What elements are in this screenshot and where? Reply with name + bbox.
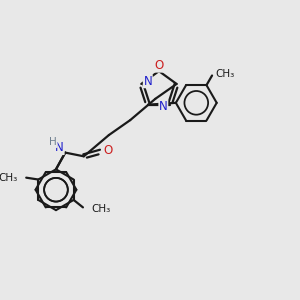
Text: CH₃: CH₃ bbox=[0, 173, 18, 183]
Text: N: N bbox=[143, 75, 152, 88]
Text: H: H bbox=[49, 137, 57, 147]
Text: N: N bbox=[55, 142, 64, 154]
Text: N: N bbox=[159, 100, 168, 113]
Text: CH₃: CH₃ bbox=[91, 204, 110, 214]
Text: O: O bbox=[154, 59, 164, 72]
Text: CH₃: CH₃ bbox=[216, 69, 235, 79]
Text: O: O bbox=[103, 144, 112, 157]
